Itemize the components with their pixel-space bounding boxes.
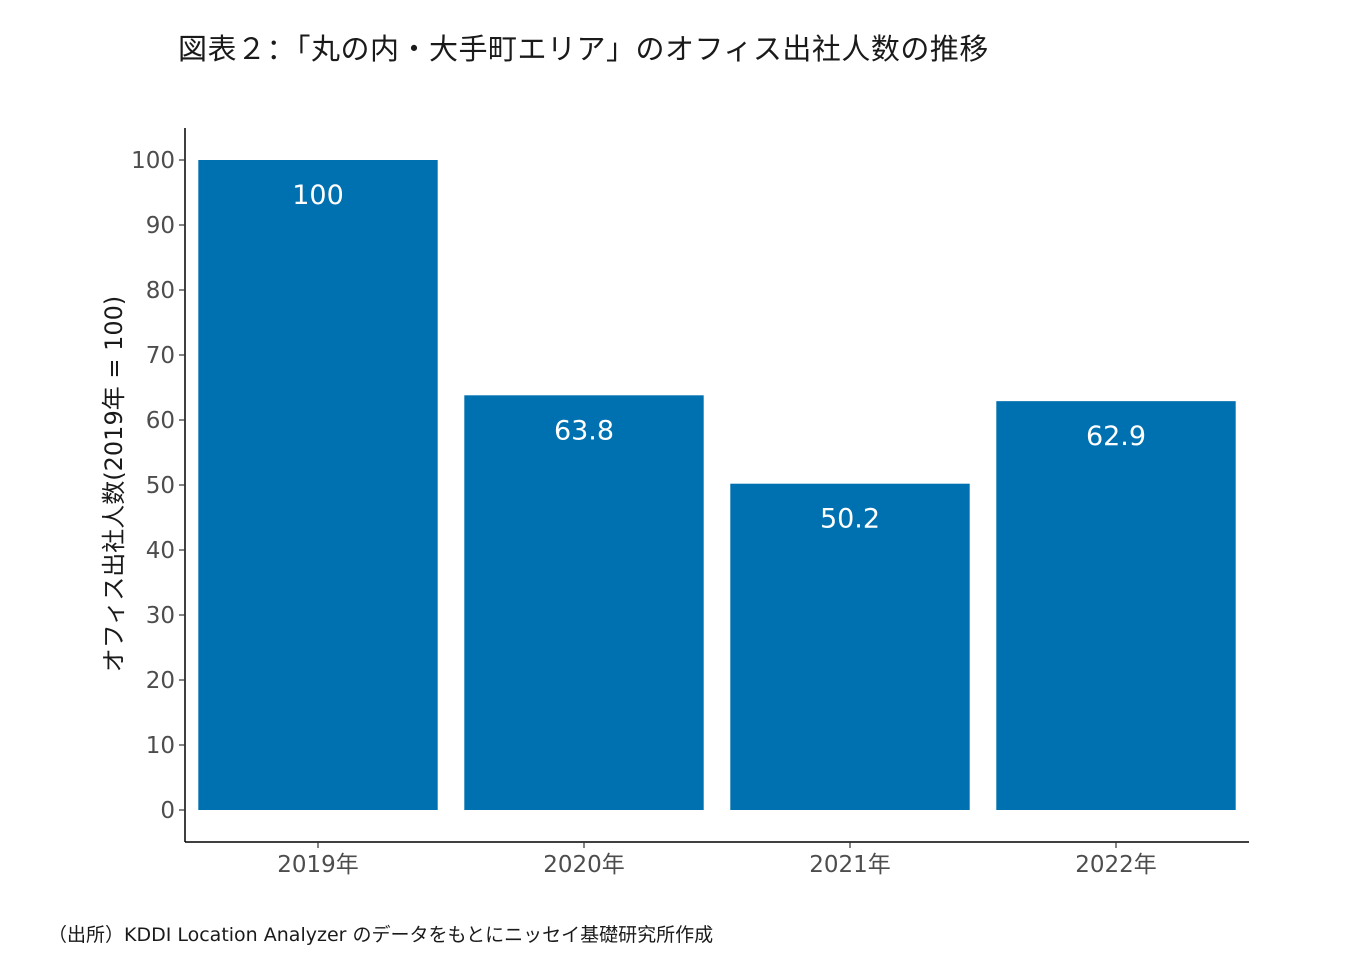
x-tick-label: 2019年 [277, 852, 359, 878]
x-tick-label: 2021年 [809, 852, 891, 878]
axes-layer: 0 10 20 30 40 50 60 70 80 90 100 2019年 2020年 2021年 202… [131, 128, 1249, 878]
bar-2021年 [730, 483, 970, 810]
source-note: （出所）KDDI Location Analyzer のデータをもとにニッセイ基… [48, 924, 714, 946]
bars-layer [198, 160, 1236, 810]
x-tick-label: 2020年 [543, 852, 625, 878]
y-tick-label: 50 [146, 473, 175, 499]
y-tick-label: 30 [146, 603, 175, 629]
y-tick-label: 0 [160, 798, 175, 824]
y-tick-label: 90 [146, 213, 175, 239]
y-tick-label: 20 [146, 668, 175, 694]
y-tick-label: 100 [131, 148, 175, 174]
data-labels-layer: 100 63.8 50.2 62.9 [292, 180, 1146, 535]
bar-value-label: 50.2 [820, 504, 880, 535]
y-tick-label: 10 [146, 733, 175, 759]
y-tick-label: 70 [146, 343, 175, 369]
bar-2019年 [198, 160, 438, 810]
y-tick-label: 40 [146, 538, 175, 564]
bar-value-label: 63.8 [554, 415, 614, 446]
bar-2020年 [464, 395, 704, 810]
bar-value-label: 62.9 [1086, 421, 1146, 452]
x-tick-label: 2022年 [1075, 852, 1157, 878]
bar-value-label: 100 [292, 180, 344, 211]
chart-title: 図表２：「丸の内・大手町エリア」のオフィス出社人数の推移 [178, 32, 989, 66]
bar-2022年 [996, 401, 1236, 810]
y-tick-label: 80 [146, 278, 175, 304]
y-tick-label: 60 [146, 408, 175, 434]
y-axis-title: オフィス出社人数(2019年 = 100) [100, 296, 128, 673]
